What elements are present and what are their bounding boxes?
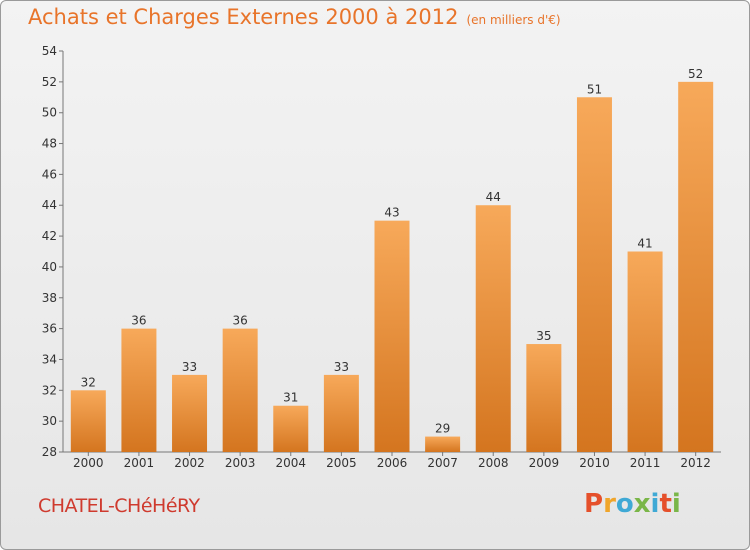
y-tick-label: 42 [42, 229, 57, 243]
value-label-2012: 52 [688, 67, 703, 81]
commune-name: CHATEL-CHéHéRY [38, 495, 200, 517]
y-tick-label: 28 [42, 445, 57, 459]
x-tick-label: 2008 [478, 456, 509, 470]
y-tick-label: 52 [42, 75, 57, 89]
axes: 28 30 32 34 36 38 40 42 44 46 48 50 52 54 2000 2001 2002… [42, 44, 721, 470]
x-tick-label: 2005 [326, 456, 357, 470]
value-label-2000: 32 [81, 375, 96, 389]
proxiti-logo: Proxiti [584, 489, 681, 519]
chart-title: Achats et Charges Externes 2000 à 2012 (e… [28, 5, 561, 29]
y-tick-label: 46 [42, 167, 57, 181]
bar-2005 [323, 374, 359, 452]
y-tick-label: 50 [42, 106, 57, 120]
value-label-2005: 33 [334, 360, 349, 374]
value-label-2011: 41 [637, 237, 652, 251]
y-tick-label: 54 [42, 44, 57, 58]
bars [70, 81, 714, 453]
x-tick-label: 2001 [124, 456, 155, 470]
value-label-2006: 43 [384, 206, 399, 220]
value-label-2007: 29 [435, 422, 450, 436]
x-tick-label: 2012 [680, 456, 711, 470]
bar-2001 [121, 328, 157, 452]
bar-2009 [526, 344, 562, 452]
bar-2008 [475, 205, 511, 452]
value-label-2003: 36 [233, 314, 248, 328]
y-tick-label: 44 [42, 198, 57, 212]
value-label-2009: 35 [536, 329, 551, 343]
y-tick-label: 40 [42, 260, 57, 274]
chart-title-text: Achats et Charges Externes 2000 à 2012 [28, 5, 459, 29]
x-tick-label: 2006 [377, 456, 408, 470]
chart-unit: (en milliers d'€) [466, 13, 561, 27]
x-tick-label: 2009 [529, 456, 560, 470]
bar-2011 [627, 251, 663, 452]
x-tick-label: 2000 [73, 456, 104, 470]
bar-2012 [678, 81, 714, 452]
value-label-2001: 36 [131, 314, 146, 328]
bar-2010 [576, 97, 612, 453]
value-labels: 32 36 33 36 31 33 43 29 44 35 51 41 52 [81, 67, 704, 436]
value-label-2010: 51 [587, 82, 602, 96]
x-tick-label: 2007 [427, 456, 458, 470]
value-label-2002: 33 [182, 360, 197, 374]
bar-2000 [70, 390, 106, 452]
y-tick-label: 36 [42, 322, 57, 336]
y-tick-label: 34 [42, 352, 57, 366]
x-tick-label: 2003 [225, 456, 256, 470]
x-tick-label: 2010 [579, 456, 610, 470]
bar-2002 [172, 374, 208, 452]
bar-2006 [374, 220, 410, 452]
y-tick-label: 32 [42, 383, 57, 397]
bar-2007 [425, 436, 461, 452]
x-tick-label: 2002 [174, 456, 205, 470]
y-tick-label: 30 [42, 414, 57, 428]
x-tick-label: 2011 [630, 456, 661, 470]
x-tick-label: 2004 [275, 456, 306, 470]
value-label-2004: 31 [283, 391, 298, 405]
y-tick-label: 48 [42, 137, 57, 151]
y-tick-label: 38 [42, 291, 57, 305]
bar-2003 [222, 328, 258, 452]
bar-2004 [273, 405, 309, 452]
value-label-2008: 44 [486, 190, 501, 204]
